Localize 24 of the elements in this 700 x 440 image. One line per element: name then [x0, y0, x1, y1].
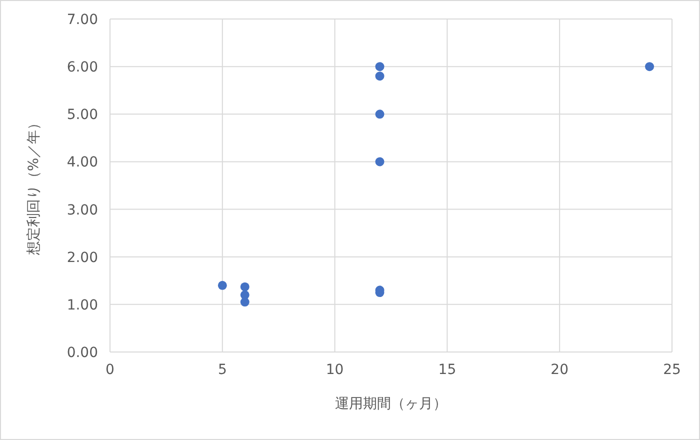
- point: [375, 62, 384, 72]
- y-tick-label: 5.00: [66, 107, 98, 124]
- point: [240, 290, 250, 300]
- y-tick-label: 7.00: [66, 12, 98, 28]
- y-tick-label: 0.00: [66, 345, 98, 361]
- point: [218, 280, 227, 290]
- x-tick-label: 20: [550, 362, 569, 378]
- x-tick-label: 25: [663, 362, 681, 378]
- x-axis-title: 運用期間（ヶ月）: [335, 396, 447, 412]
- y-tick-label: 3.00: [66, 202, 98, 218]
- y-axis-title: 想定利回り（%／年）: [26, 116, 42, 256]
- y-tick-label: 2.00: [66, 250, 98, 266]
- point: [645, 62, 654, 72]
- x-tick-label: 5: [218, 362, 227, 378]
- x-tick-label: 15: [438, 362, 456, 378]
- x-tick-label: 0: [106, 362, 114, 378]
- point: [375, 110, 384, 119]
- x-tick-label: 10: [326, 362, 344, 378]
- point: [375, 157, 384, 166]
- y-tick-label: 4.00: [66, 154, 98, 171]
- point: [240, 282, 250, 292]
- point: [375, 72, 384, 81]
- y-tick-label: 1.00: [66, 297, 98, 314]
- y-tick-label: 6.00: [66, 60, 98, 76]
